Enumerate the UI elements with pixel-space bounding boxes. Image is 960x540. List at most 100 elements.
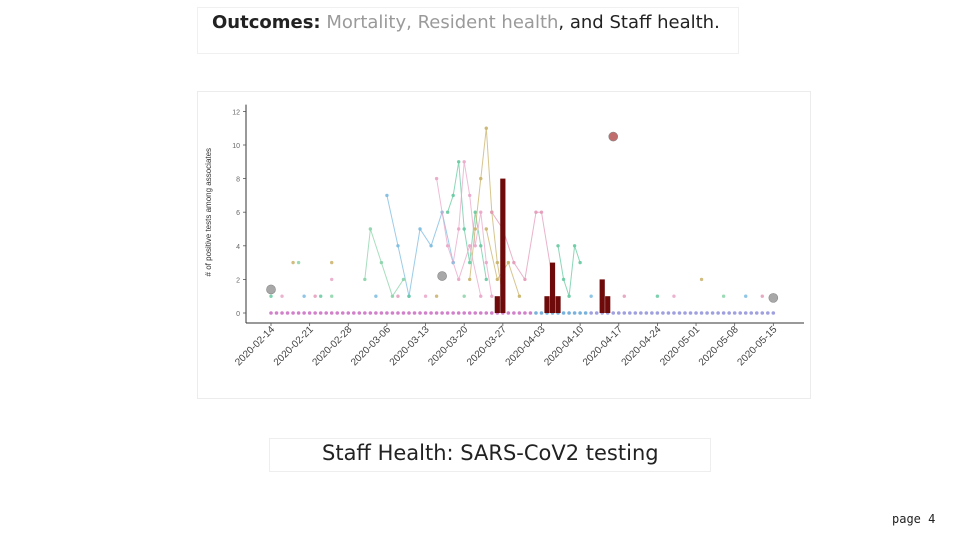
baseline-dot — [456, 311, 461, 315]
series-line — [364, 228, 404, 298]
x-tick-label: 2020-05-01 — [658, 324, 702, 368]
x-tick-label: 2020-05-15 — [735, 324, 779, 368]
baseline-dot — [567, 311, 571, 315]
baseline-dot — [650, 311, 654, 315]
baseline-dot — [285, 311, 290, 315]
baseline-dot — [655, 311, 660, 315]
baseline-dot — [335, 311, 340, 315]
series-point — [484, 126, 488, 130]
series-point — [451, 193, 455, 198]
title-sep2: , and — [558, 12, 604, 33]
event-marker — [266, 284, 276, 295]
y-tick-label: 12 — [232, 109, 240, 116]
scatter-point — [744, 294, 748, 298]
baseline-dot — [766, 311, 770, 315]
baseline-dot — [340, 311, 345, 315]
series-point — [561, 277, 566, 282]
x-tick-label: 2020-04-24 — [620, 324, 664, 368]
series-point — [534, 210, 538, 214]
baseline-dot — [539, 311, 544, 315]
series-point — [517, 294, 522, 298]
series-point — [456, 160, 461, 164]
baseline-dot — [434, 311, 439, 315]
staff-testing-chart: 0 2 4 6 8 10 12 # of positive tests among assoc… — [204, 104, 804, 368]
scatter-point — [330, 260, 334, 265]
x-tick-label: 2020-03-20 — [426, 324, 470, 368]
scatter-point — [721, 294, 726, 298]
baseline-dot — [699, 311, 704, 315]
baseline-dot — [324, 311, 328, 315]
series-point — [468, 260, 472, 265]
baseline-dot — [688, 311, 693, 315]
baseline-dot — [307, 311, 312, 315]
scatter-point — [434, 294, 439, 298]
baseline-dot — [710, 311, 715, 315]
series-point — [385, 193, 389, 198]
series-point — [572, 244, 577, 248]
baseline-dot — [462, 311, 467, 315]
title-label: Outcomes: — [212, 12, 321, 33]
title-staff-health: Staff health — [609, 12, 715, 33]
series-point — [578, 260, 582, 265]
series-point — [490, 210, 494, 214]
scatter-point — [313, 294, 317, 298]
baseline-dot — [451, 311, 455, 315]
scatter-point — [423, 294, 428, 298]
title-sep1: , — [406, 12, 412, 33]
scatter-point — [622, 294, 626, 298]
scatter-point — [589, 294, 593, 298]
baseline-dot — [528, 311, 533, 315]
y-tick-label: 8 — [236, 177, 240, 184]
bar — [544, 296, 550, 313]
series-point — [456, 277, 461, 282]
baseline-dot — [407, 311, 411, 315]
baseline-dot — [440, 311, 444, 315]
bar — [599, 279, 605, 313]
baseline-dot — [423, 311, 428, 315]
bar — [549, 262, 556, 313]
baseline-dot — [280, 311, 284, 315]
scatter-point — [655, 294, 660, 298]
baseline-dot — [269, 311, 273, 315]
series-point — [468, 277, 472, 282]
series-point — [539, 210, 544, 214]
scatter-point — [302, 294, 306, 298]
baseline-dot — [611, 311, 616, 315]
series-point — [429, 244, 433, 248]
baseline-dot — [589, 311, 593, 315]
series-point — [434, 176, 439, 181]
baseline-dot — [749, 311, 754, 315]
series-point — [390, 294, 395, 298]
x-tick-label: 2020-03-06 — [349, 324, 393, 368]
baseline-dot — [363, 311, 367, 315]
series-point — [506, 260, 511, 265]
y-tick-label: 4 — [236, 244, 240, 251]
bar — [605, 296, 611, 313]
baseline-dot — [672, 311, 676, 315]
series-point — [368, 227, 373, 231]
baseline-dot — [677, 311, 682, 315]
event-marker — [768, 293, 779, 303]
baseline-dot — [523, 311, 527, 315]
baseline-dot — [633, 311, 638, 315]
baseline-dot — [644, 311, 649, 315]
baseline-dot — [754, 311, 759, 315]
series-point — [473, 227, 477, 231]
baseline-dot — [429, 311, 433, 315]
baseline-dot — [506, 311, 511, 315]
baseline-dot — [302, 311, 306, 315]
baseline-dot — [473, 311, 478, 315]
baseline-dot — [418, 311, 422, 315]
series-point — [484, 277, 488, 282]
series-point — [495, 260, 500, 265]
event-marker — [437, 271, 447, 281]
x-tick-label: 2020-05-08 — [697, 324, 741, 368]
baseline-dot — [716, 311, 720, 315]
baseline-dot — [727, 311, 731, 315]
baseline-dot — [639, 311, 643, 315]
series-point — [379, 260, 384, 265]
baseline-dot — [683, 311, 687, 315]
baseline-dot — [771, 311, 776, 315]
series-point — [418, 227, 422, 231]
chart-caption: Staff Health: SARS-CoV2 testing — [322, 441, 659, 465]
